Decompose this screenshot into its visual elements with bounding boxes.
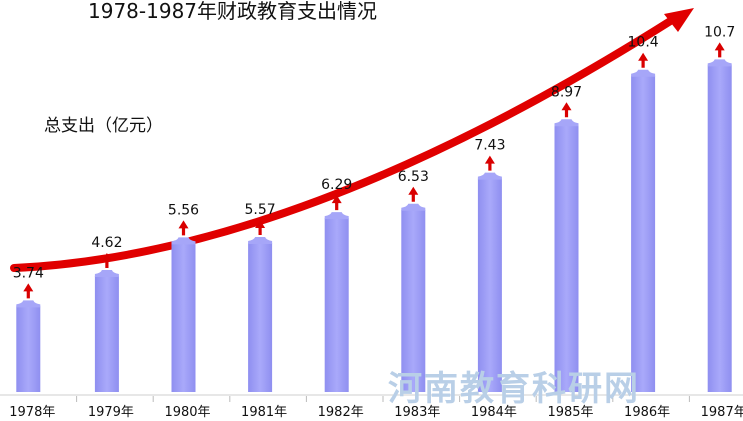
bar-arrows xyxy=(23,42,725,299)
bar-1979年 xyxy=(94,275,119,392)
bar-arrow-1978年 xyxy=(23,283,34,299)
bar-cap-1983年 xyxy=(401,203,426,211)
tick-label-1979年: 1979年 xyxy=(88,405,134,420)
bar-cap-1978年 xyxy=(16,300,41,308)
bar-cap-1985年 xyxy=(554,119,579,127)
tick-label-1983年: 1983年 xyxy=(394,405,440,420)
chart-title: 1978-1987年财政教育支出情况 xyxy=(88,0,377,23)
value-label-1985年: 8.97 xyxy=(551,84,582,100)
bar-1983年 xyxy=(401,209,426,392)
tick-label-1982年: 1982年 xyxy=(318,405,364,420)
bars xyxy=(16,59,732,393)
bar-arrow-1982年 xyxy=(331,195,342,211)
x-axis-ticks: 1978年 1979年 1980年 1981年 1982年 1983年 1984年 1985年… xyxy=(9,396,743,420)
bar-arrow-1986年 xyxy=(638,52,649,68)
value-label-1983年: 6.53 xyxy=(398,169,429,185)
tick-label-1978年: 1978年 xyxy=(9,405,55,420)
bar-cap-1984年 xyxy=(477,172,502,180)
tick-label-1986年: 1986年 xyxy=(624,405,670,420)
bar-1986年 xyxy=(631,75,656,392)
bar-cap-1979年 xyxy=(94,269,119,277)
tick-label-1985年: 1985年 xyxy=(547,405,593,420)
bar-1985年 xyxy=(554,125,579,392)
bar-1980年 xyxy=(171,243,196,392)
bar-arrow-1979年 xyxy=(101,252,112,268)
bar-cap-1980年 xyxy=(171,237,196,245)
bar-arrow-1987年 xyxy=(714,42,725,58)
trend-arrow-shaft xyxy=(10,16,676,272)
y-axis-label: 总支出（亿元） xyxy=(44,116,163,136)
value-label-1987年: 10.7 xyxy=(704,24,735,40)
value-label-1981年: 5.57 xyxy=(245,202,276,218)
value-label-1986年: 10.4 xyxy=(628,35,659,51)
tick-label-1984年: 1984年 xyxy=(471,405,517,420)
bar-1978年 xyxy=(16,306,41,392)
value-labels: 3.74 4.62 5.56 5.57 6.29 6.53 7.43 8.97 10.4 10.7 xyxy=(13,24,736,281)
value-label-1984年: 7.43 xyxy=(474,138,505,154)
bar-arrow-1985年 xyxy=(561,102,572,118)
bar-cap-1986年 xyxy=(631,69,656,77)
bar-arrow-1983年 xyxy=(408,186,419,202)
watermark-text: 河南教育科研网 xyxy=(388,369,640,409)
trend-arrow xyxy=(10,8,694,272)
bar-arrow-1980年 xyxy=(178,220,189,236)
bar-1981年 xyxy=(248,243,273,392)
bar-cap-1982年 xyxy=(324,212,349,220)
bar-1984年 xyxy=(477,178,502,392)
tick-label-1980年: 1980年 xyxy=(164,405,210,420)
tick-label-1987年: 1987年 xyxy=(701,405,743,420)
bar-cap-1981年 xyxy=(248,237,273,245)
trend-arrow-head xyxy=(664,8,694,32)
value-label-1978年: 3.74 xyxy=(13,265,44,281)
bar-1982年 xyxy=(324,218,349,392)
tick-label-1981年: 1981年 xyxy=(241,405,287,420)
bar-1987年 xyxy=(707,65,732,393)
bar-arrow-1981年 xyxy=(255,220,266,236)
value-label-1979年: 4.62 xyxy=(91,235,122,251)
bar-arrow-1984年 xyxy=(484,155,495,171)
value-label-1980年: 5.56 xyxy=(168,202,199,218)
value-label-1982年: 6.29 xyxy=(321,177,352,193)
bar-cap-1987年 xyxy=(707,59,732,67)
